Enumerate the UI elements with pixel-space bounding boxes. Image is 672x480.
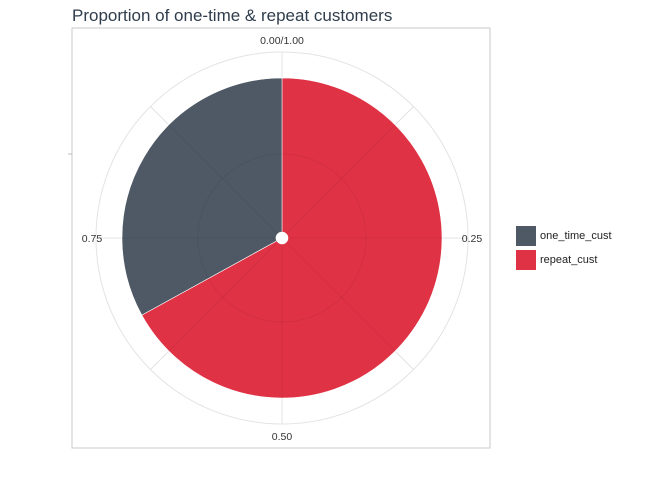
legend: one_time_cust repeat_cust: [516, 224, 612, 272]
grid-overlay: [122, 78, 442, 398]
center-hole: [276, 232, 288, 244]
grid-spoke-overlay: [168, 237, 283, 352]
legend-label-repeat: repeat_cust: [540, 254, 598, 266]
legend-label-one-time: one_time_cust: [540, 230, 612, 242]
legend-item-repeat: repeat_cust: [516, 248, 612, 272]
tick-labels: 0.00/1.00 0.25 0.50 0.75: [82, 35, 483, 443]
grid-spoke-overlay: [281, 124, 396, 239]
chart-title: Proportion of one-time & repeat customer…: [72, 6, 393, 25]
grid-spoke-overlay: [168, 124, 283, 239]
legend-swatch-repeat: [516, 250, 536, 270]
theta-tick-label: 0.50: [272, 431, 293, 443]
grid-spoke-overlay: [281, 237, 396, 352]
legend-item-one-time: one_time_cust: [516, 224, 612, 248]
theta-tick-label: 0.75: [82, 233, 103, 245]
plot-panel-border: [71, 27, 491, 449]
legend-swatch-one-time: [516, 226, 536, 246]
theta-tick-label: 0.00/1.00: [260, 35, 304, 47]
slices: [121, 77, 443, 399]
theta-tick-label: 0.25: [462, 233, 483, 245]
grid-circle-overlay: [197, 153, 367, 323]
